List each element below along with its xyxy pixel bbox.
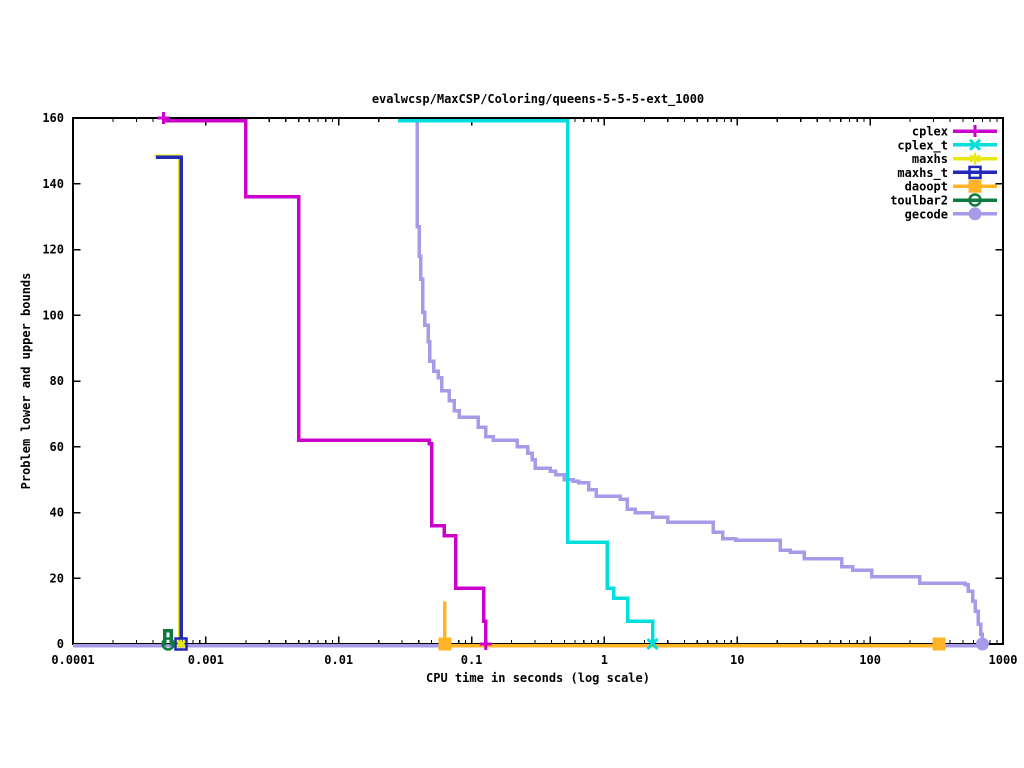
legend-marker-cplex_t <box>968 138 982 151</box>
series-marker-toulbar2-shape <box>161 637 175 651</box>
legend-label-cplex: cplex <box>912 125 948 139</box>
series-marker-gecode-shape <box>975 637 989 651</box>
legend-label-maxhs: maxhs <box>912 152 948 166</box>
series-line-gecode <box>415 120 985 646</box>
series-line-cplex_t <box>398 118 655 646</box>
legend-marker-toulbar2 <box>968 193 982 207</box>
plot-area: 0.0001 0.001 0.01 0.1 1 10 100 1000 0 20 40 60 80 100… <box>42 111 1017 667</box>
y-tick-label: 40 <box>50 506 64 520</box>
y-tick-label: 80 <box>50 374 64 388</box>
legend-marker-cplex <box>969 125 981 137</box>
series-marker-maxhs <box>175 638 187 650</box>
legend-marker-gecode-shape <box>968 207 982 221</box>
y-axis-title: Problem lower and upper bounds <box>19 273 33 490</box>
legend-marker-maxhs_t <box>968 165 982 180</box>
series-marker-maxhs_t-shape <box>174 637 188 651</box>
series-marker-maxhs_t <box>174 637 188 651</box>
series-marker-daoopt-shape <box>438 637 452 651</box>
series-marker-daoopt <box>438 637 452 651</box>
y-tick-label: 120 <box>42 243 64 257</box>
series-line-daoopt <box>443 601 939 648</box>
y-tick-label: 60 <box>50 440 64 454</box>
legend-marker-cplex-shape <box>969 125 981 137</box>
series-line-maxhs_t <box>155 155 183 646</box>
legend-marker-toulbar2-shape <box>968 193 982 207</box>
series-marker-cplex <box>157 112 170 124</box>
series-marker-toulbar2 <box>161 637 175 651</box>
legend-label-cplex_t: cplex_t <box>897 138 948 153</box>
series-marker-cplex_t <box>646 637 659 651</box>
legend-marker-daoopt <box>968 179 982 193</box>
legend-label-maxhs_t: maxhs_t <box>897 166 948 181</box>
x-tick-label: 100 <box>859 653 881 667</box>
y-tick-label: 140 <box>42 177 64 191</box>
x-tick-label: 0.01 <box>324 653 353 667</box>
chart-title: evalwcsp/MaxCSP/Coloring/queens-5-5-5-ex… <box>372 92 704 107</box>
series-marker-gecode <box>975 637 989 651</box>
x-tick-label: 0.001 <box>188 653 224 667</box>
y-tick-label: 0 <box>57 637 64 651</box>
series-marker-daoopt-shape <box>932 637 946 651</box>
x-tick-label: 1 <box>601 653 608 667</box>
legend-marker-cplex_t-shape <box>968 138 982 151</box>
y-tick-label: 160 <box>42 111 64 125</box>
legend-marker-gecode <box>968 207 982 221</box>
x-tick-label: 1000 <box>989 653 1018 667</box>
plot-border <box>72 117 1004 645</box>
series-marker-maxhs-shape <box>175 638 187 650</box>
legend-marker-maxhs <box>969 152 981 165</box>
legend-marker-maxhs-shape <box>969 152 981 165</box>
series-line-cplex <box>163 118 488 646</box>
legend-label-toulbar2: toulbar2 <box>890 194 948 208</box>
series-marker-cplex <box>479 638 492 650</box>
y-tick-label: 20 <box>50 571 64 585</box>
legend-label-gecode: gecode <box>905 207 948 221</box>
series-marker-daoopt <box>932 637 946 651</box>
x-tick-label: 0.0001 <box>51 653 94 667</box>
legend-marker-maxhs_t-shape <box>968 165 982 180</box>
x-axis-title: CPU time in seconds (log scale) <box>426 671 650 685</box>
x-tick-label: 0.1 <box>461 653 483 667</box>
series-marker-cplex_t-shape <box>646 637 659 651</box>
x-tick-label: 10 <box>730 653 744 667</box>
series-marker-cplex-shape <box>157 112 170 124</box>
legend-marker-daoopt-shape <box>968 179 982 193</box>
series-marker-cplex-shape <box>479 638 492 650</box>
y-tick-label: 100 <box>42 308 64 322</box>
legend-label-daoopt: daoopt <box>905 180 948 194</box>
series-line-maxhs <box>154 154 182 645</box>
